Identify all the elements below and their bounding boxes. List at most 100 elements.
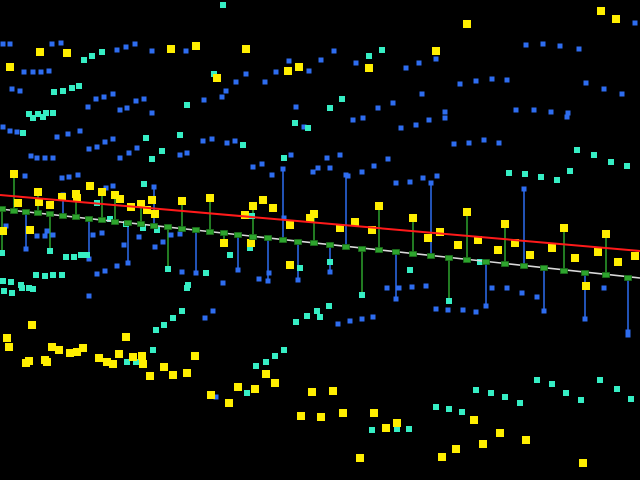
blue-point <box>243 71 249 77</box>
cyan-point <box>133 359 139 365</box>
track-marker <box>46 211 54 217</box>
track-marker <box>540 265 548 271</box>
cyan-point <box>597 377 603 383</box>
cyan-point <box>534 377 540 383</box>
blue-point <box>202 315 208 321</box>
yellow-point <box>631 252 639 260</box>
yellow-point <box>58 193 66 201</box>
blue-point <box>9 86 15 92</box>
blue-point <box>632 20 638 26</box>
cyan-point <box>446 298 452 304</box>
blue-point <box>280 166 286 172</box>
cyan-point <box>184 102 190 108</box>
yellow-point <box>10 170 18 178</box>
track-marker <box>342 244 350 250</box>
yellow-point <box>148 196 156 204</box>
blue-point <box>65 131 71 137</box>
track-line <box>0 208 640 279</box>
yellow-point <box>339 409 347 417</box>
track-marker <box>445 255 453 261</box>
yellow-point <box>548 244 556 252</box>
blue-point <box>201 97 207 103</box>
yellow-point <box>111 191 119 199</box>
cyan-point <box>359 292 365 298</box>
blue-point <box>262 79 268 85</box>
cyan-point <box>407 267 413 273</box>
yellow-point <box>375 202 383 210</box>
blue-point <box>327 165 333 171</box>
blue-point <box>193 270 199 276</box>
blue-point <box>110 136 116 142</box>
blue-point <box>42 233 48 239</box>
cyan-point <box>59 272 65 278</box>
blue-point <box>398 125 404 131</box>
blue-point <box>160 239 166 245</box>
blue-point <box>286 58 292 64</box>
cyan-point <box>578 397 584 403</box>
blue-point <box>183 48 189 54</box>
blue-point <box>433 56 439 62</box>
yellow-point <box>251 385 259 393</box>
yellow-point <box>432 47 440 55</box>
yellow-point <box>5 343 13 351</box>
blue-point <box>30 69 36 75</box>
cyan-point <box>140 225 146 231</box>
yellow-point <box>6 63 14 71</box>
yellow-point <box>79 344 87 352</box>
blue-point <box>114 47 120 53</box>
track-marker <box>85 216 93 222</box>
yellow-point <box>269 204 277 212</box>
cyan-point <box>567 168 573 174</box>
blue-point <box>117 107 123 113</box>
cyan-point <box>30 286 36 292</box>
blue-point <box>151 184 157 190</box>
yellow-point <box>247 239 255 247</box>
yellow-point <box>109 360 117 368</box>
yellow-point <box>36 48 44 56</box>
yellow-point <box>160 363 168 371</box>
cyan-point <box>522 171 528 177</box>
blue-point <box>318 57 324 63</box>
blue-point <box>451 141 457 147</box>
cyan-point <box>253 363 259 369</box>
track-marker <box>602 272 610 278</box>
blue-point <box>504 285 510 291</box>
blue-point <box>335 321 341 327</box>
cyan-point <box>240 142 246 148</box>
cyan-point <box>366 53 372 59</box>
blue-point <box>521 186 527 192</box>
blue-point <box>385 156 391 162</box>
yellow-point <box>594 248 602 256</box>
blue-point <box>426 117 432 123</box>
blue-point <box>293 104 299 110</box>
blue-point <box>177 231 183 237</box>
cyan-point <box>30 115 36 121</box>
blue-point <box>343 172 349 178</box>
blue-point <box>50 232 56 238</box>
blue-point <box>219 94 225 100</box>
yellow-point <box>602 230 610 238</box>
blue-point <box>281 215 287 221</box>
blue-point <box>149 48 155 54</box>
cyan-point <box>18 282 24 288</box>
yellow-point <box>560 224 568 232</box>
blue-point <box>445 307 451 313</box>
cyan-point <box>150 347 156 353</box>
blue-point <box>324 155 330 161</box>
blue-point <box>0 41 6 47</box>
blue-point <box>58 40 64 46</box>
cyan-point <box>297 265 303 271</box>
blue-point <box>34 233 40 239</box>
yellow-point <box>35 198 43 206</box>
blue-point <box>136 234 142 240</box>
cyan-point <box>143 135 149 141</box>
yellow-point <box>494 246 502 254</box>
blue-point <box>110 183 116 189</box>
track-marker <box>22 209 30 215</box>
blue-point <box>23 246 29 252</box>
blue-point <box>50 155 56 161</box>
blue-point <box>601 86 607 92</box>
yellow-point <box>242 45 250 53</box>
track-marker <box>310 240 318 246</box>
